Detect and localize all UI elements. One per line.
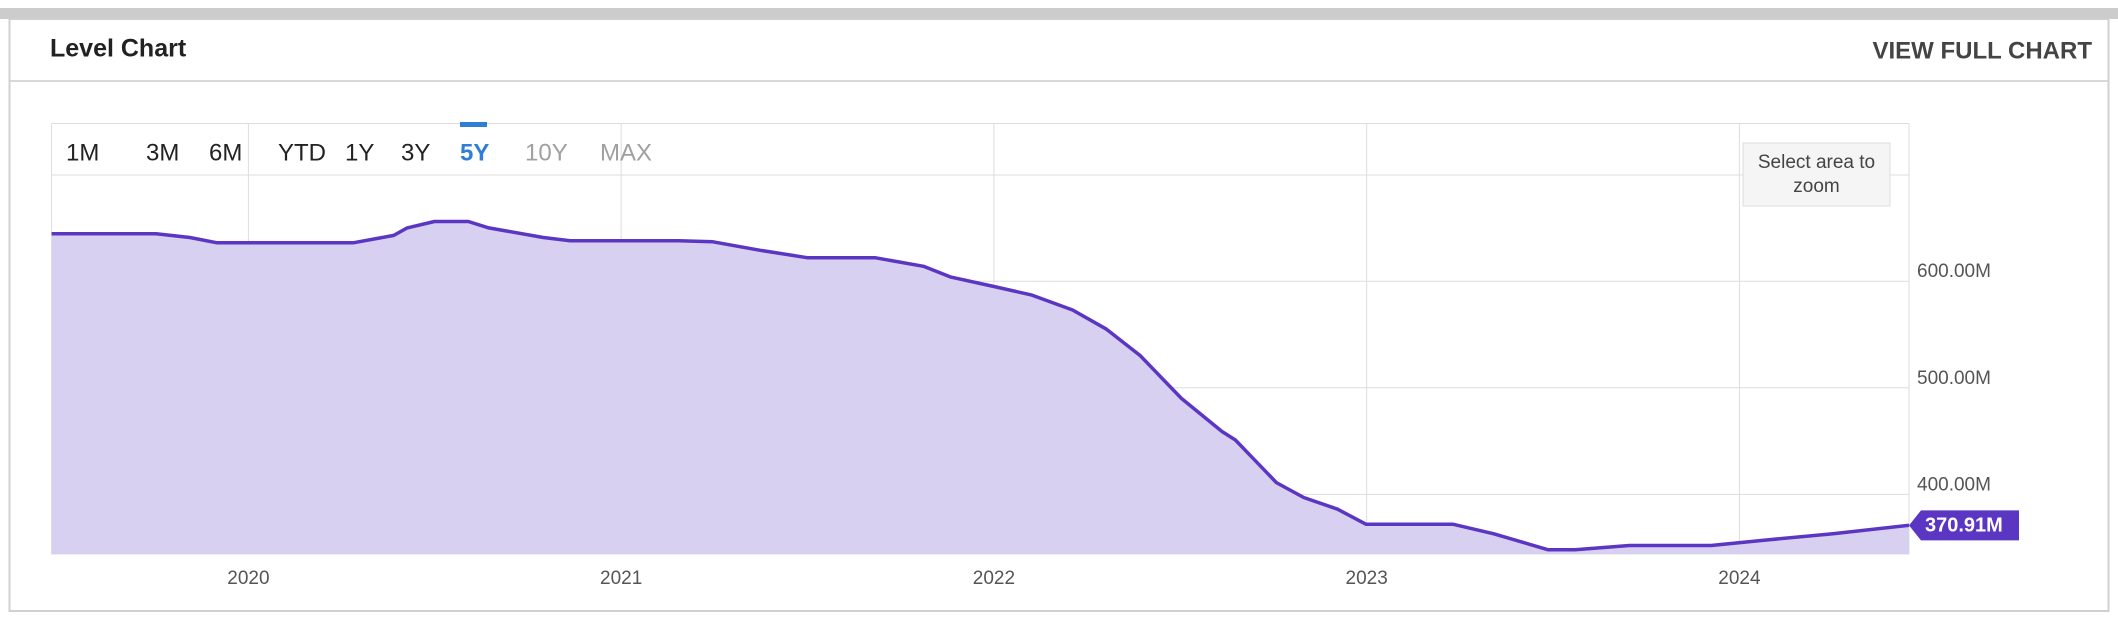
line xyxy=(51,219,1910,552)
x-tick-label: 2020 xyxy=(227,568,269,589)
area-fill xyxy=(51,221,1910,554)
card-title: Level Chart xyxy=(50,35,187,63)
zoom-hint: Select area to zoom xyxy=(1757,151,1876,197)
y-tick-label: 400.00M xyxy=(1917,474,1991,495)
zoom-hint-text: Select area to zoom xyxy=(1757,151,1876,197)
range-button[interactable]: 1M xyxy=(66,139,99,166)
top-bar xyxy=(0,8,2118,19)
x-tick-label: 2023 xyxy=(1346,568,1388,589)
last-value-flag xyxy=(1909,510,2019,541)
range-button[interactable]: 3M xyxy=(146,139,179,166)
active-indicator xyxy=(460,122,487,127)
y-tick-label: 500.00M xyxy=(1917,368,1991,389)
x-tick-label: 2024 xyxy=(1718,568,1761,589)
range-button[interactable]: 5Y xyxy=(460,139,489,166)
y-tick-label: 600.00M xyxy=(1917,261,1991,282)
range-button[interactable]: 3Y xyxy=(401,139,430,166)
view-full-chart[interactable]: VIEW FULL CHART xyxy=(1872,37,2092,64)
x-tick-label: 2022 xyxy=(973,568,1015,589)
range-button: 10Y xyxy=(525,139,568,166)
plot: 2020 2021 2022 2023 2024 400.00M 500.00M 600.00… xyxy=(51,122,2019,589)
x-tick-label: 2021 xyxy=(600,568,642,589)
range-button[interactable]: 1Y xyxy=(345,139,374,166)
last-value-label: 370.91M xyxy=(1925,515,2003,537)
range-button[interactable]: YTD xyxy=(278,139,326,166)
range-button: MAX xyxy=(600,139,652,166)
range-button[interactable]: 6M xyxy=(209,139,242,166)
zoom-hint-box xyxy=(1742,142,1891,207)
